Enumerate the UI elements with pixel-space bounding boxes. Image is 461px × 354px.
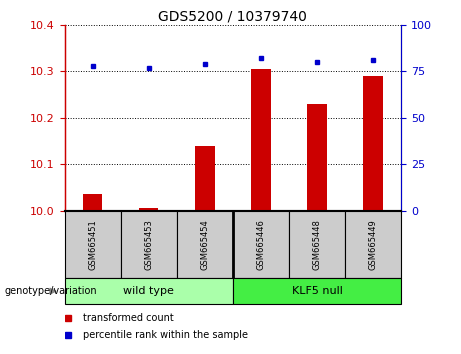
Bar	[83, 194, 102, 211]
Text: GSM665453: GSM665453	[144, 219, 153, 270]
Bar	[139, 208, 159, 211]
Text: GSM665446: GSM665446	[256, 219, 266, 270]
Text: KLF5 null: KLF5 null	[291, 286, 343, 296]
Text: GSM665451: GSM665451	[88, 219, 97, 270]
Text: genotype/variation: genotype/variation	[5, 286, 97, 296]
Text: GSM665449: GSM665449	[368, 219, 378, 270]
Bar	[177, 211, 233, 278]
Text: GSM665448: GSM665448	[313, 219, 321, 270]
Bar	[345, 211, 401, 278]
Bar	[195, 145, 214, 211]
Bar	[251, 69, 271, 211]
Bar	[65, 211, 121, 278]
Text: wild type: wild type	[123, 286, 174, 296]
Text: percentile rank within the sample: percentile rank within the sample	[83, 330, 248, 339]
Bar	[363, 76, 383, 211]
Text: GSM665454: GSM665454	[200, 219, 209, 270]
Text: transformed count: transformed count	[83, 313, 174, 323]
Bar	[65, 278, 233, 304]
Bar	[233, 278, 401, 304]
Bar	[121, 211, 177, 278]
Bar	[233, 211, 289, 278]
Title: GDS5200 / 10379740: GDS5200 / 10379740	[159, 10, 307, 24]
Bar	[307, 104, 327, 211]
Bar	[289, 211, 345, 278]
